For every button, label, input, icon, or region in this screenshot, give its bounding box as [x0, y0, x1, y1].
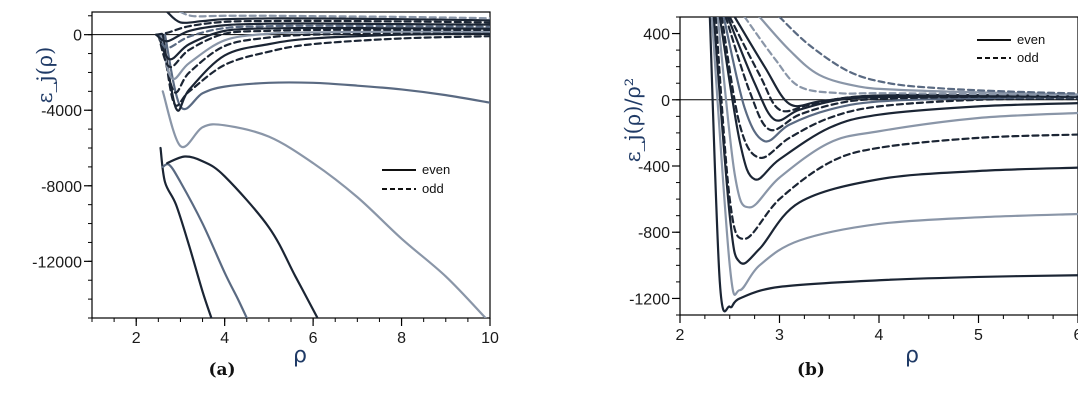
panel-a-series-even-2: [161, 163, 248, 318]
panel-a-series-even-15: [166, 12, 490, 24]
panel-a-series-odd-14: [155, 19, 490, 36]
panel-b-x-tick-label: 5: [974, 327, 983, 344]
panel-b-series-even-1: [708, 17, 1078, 313]
panel-a-series-odd-16: [179, 12, 490, 20]
panel-b-legend-label-even: even: [1017, 32, 1045, 47]
panel-a-series-even-4: [161, 90, 487, 318]
caption-b: (b): [797, 360, 825, 380]
panel-b-y-axis-label: ε_j(ρ)/ρ²: [621, 78, 645, 162]
panel-a-series-even-11: [157, 26, 490, 61]
panel-a-legend-label-odd: odd: [422, 181, 444, 196]
panel-a-y-tick-label: -8000: [41, 179, 82, 196]
panel-b-series-even-14: [758, 17, 1078, 96]
panel-b-series-even-3: [712, 17, 1078, 265]
panel-a-y-axis-label: ε_j(ρ): [33, 47, 57, 104]
panel-a-chart: 2 4 6 8 10 0 -4000 -8000 -12000 ε_j(ρ) ρ even odd: [32, 11, 499, 368]
panel-a-legend-label-even: even: [422, 162, 450, 177]
panel-b-series-odd-13: [743, 17, 1078, 97]
panel-a-x-tick-label: 8: [397, 330, 406, 347]
panel-a-series-even-9: [159, 30, 490, 81]
panel-b-series-odd-15: [778, 17, 1078, 95]
panel-a-series-even-5: [163, 33, 490, 111]
panel-b-series-odd-9: [724, 17, 1078, 132]
panel-a-x-tick-label: 6: [309, 330, 318, 347]
panel-a-series-odd-12: [157, 24, 490, 49]
panel-a-series-even-13: [155, 22, 490, 43]
panel-a-legend: even odd: [382, 162, 450, 196]
panel-a-x-tick-label: 4: [220, 330, 229, 347]
panel-b-y-tick-label: -800: [638, 225, 670, 242]
panel-a-series-even-7: [161, 32, 490, 112]
panel-a-x-tick-label: 2: [132, 330, 141, 347]
panel-a-series-even-3: [166, 155, 319, 318]
panel-b-x-tick-label: 3: [775, 327, 784, 344]
panel-b-legend: even odd: [977, 32, 1045, 65]
caption-a: (a): [208, 360, 235, 380]
panel-a-series-even-1: [159, 146, 213, 318]
panel-a-y-tick-label: 0: [73, 28, 82, 45]
panel-b-x-axis-label: ρ: [905, 343, 919, 368]
panel-b-legend-label-odd: odd: [1017, 50, 1039, 65]
panel-a-series-odd-8: [159, 31, 490, 94]
panel-a-series-odd-10: [157, 28, 490, 69]
panel-b-series-odd-7: [720, 17, 1078, 159]
panel-b-series-even-8: [722, 17, 1078, 143]
panel-b-series-group: [708, 17, 1078, 313]
panel-a-x-tick-label: 10: [481, 330, 499, 347]
panel-b-x-tick-label: 6: [1074, 327, 1078, 344]
panel-b-y-tick-label: -1200: [629, 291, 670, 308]
panel-b-x-tick-label: 2: [676, 327, 685, 344]
panel-b-series-odd-4: [714, 17, 1078, 240]
panel-b-chart: 2 3 4 5 6 400 0 -400 -800 -1200 ε_j(ρ)/ρ² ρ even odd: [621, 16, 1078, 368]
panel-b-y-tick-label: -400: [638, 159, 670, 176]
panel-b-series-even-12: [733, 17, 1078, 108]
panel-b-series-even-5: [716, 17, 1078, 209]
panel-b-series-even-6: [718, 17, 1078, 181]
panel-b-y-tick-label: 0: [661, 93, 670, 110]
panel-a-series-group: [155, 12, 490, 318]
panel-b-series-even-2: [710, 17, 1078, 296]
panel-b-x-tick-label: 4: [875, 327, 884, 344]
panel-a-y-tick-label: -12000: [32, 254, 82, 271]
panel-a-y-tick-label: -4000: [41, 103, 82, 120]
panel-b-y-tick-label: 400: [643, 27, 670, 44]
panel-a-x-axis-label: ρ: [293, 343, 307, 368]
